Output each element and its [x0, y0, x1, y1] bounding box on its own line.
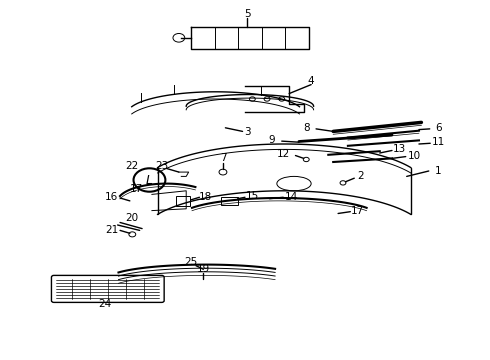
Text: 10: 10	[408, 150, 420, 161]
Text: 22: 22	[125, 161, 139, 171]
Text: 7: 7	[220, 153, 226, 163]
Text: 2: 2	[357, 171, 364, 181]
Text: 21: 21	[105, 225, 119, 235]
Text: 25: 25	[184, 257, 198, 267]
Text: 3: 3	[244, 127, 251, 138]
Text: 6: 6	[435, 123, 442, 133]
Text: 5: 5	[244, 9, 251, 19]
Text: 23: 23	[155, 161, 169, 171]
Text: 16: 16	[105, 192, 119, 202]
Text: 4: 4	[308, 76, 315, 86]
Text: 24: 24	[98, 299, 112, 309]
Text: 15: 15	[245, 191, 259, 201]
Bar	[220, 197, 238, 205]
Text: 14: 14	[285, 192, 298, 202]
Text: L: L	[146, 174, 153, 186]
Text: 1: 1	[435, 166, 442, 176]
Text: 19: 19	[196, 264, 210, 274]
Text: 9: 9	[269, 135, 275, 145]
Text: 17: 17	[129, 184, 143, 194]
Text: 13: 13	[392, 144, 406, 154]
Bar	[176, 196, 190, 206]
Text: 18: 18	[199, 192, 213, 202]
Text: 11: 11	[432, 137, 445, 147]
Text: 20: 20	[126, 213, 139, 223]
Text: 12: 12	[276, 149, 290, 159]
Text: 8: 8	[303, 123, 310, 133]
Text: 17: 17	[351, 206, 365, 216]
